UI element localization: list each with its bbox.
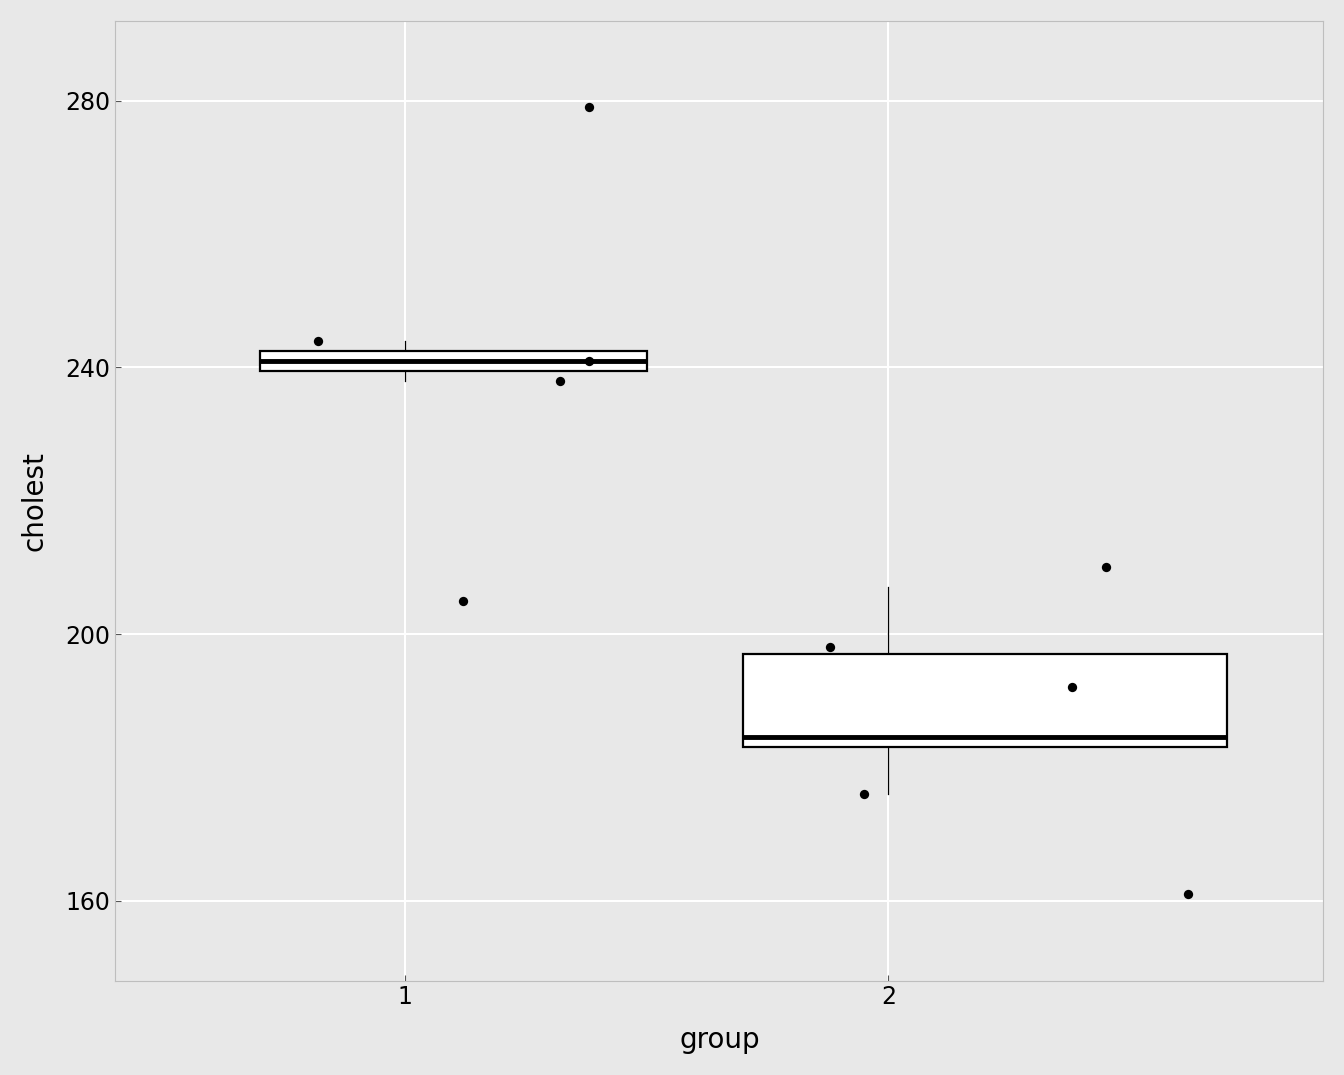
Point: [820, 639, 841, 656]
Point: [578, 353, 599, 370]
Bar: [743, 654, 1227, 747]
Bar: [261, 350, 646, 371]
Point: [1177, 886, 1199, 903]
Point: [550, 372, 571, 389]
Point: [1062, 678, 1083, 696]
Point: [308, 332, 329, 349]
Point: [1095, 559, 1117, 576]
Point: [453, 592, 474, 610]
Point: [853, 786, 875, 803]
Y-axis label: cholest: cholest: [22, 450, 48, 550]
Point: [578, 99, 599, 116]
X-axis label: group: group: [679, 1027, 759, 1055]
